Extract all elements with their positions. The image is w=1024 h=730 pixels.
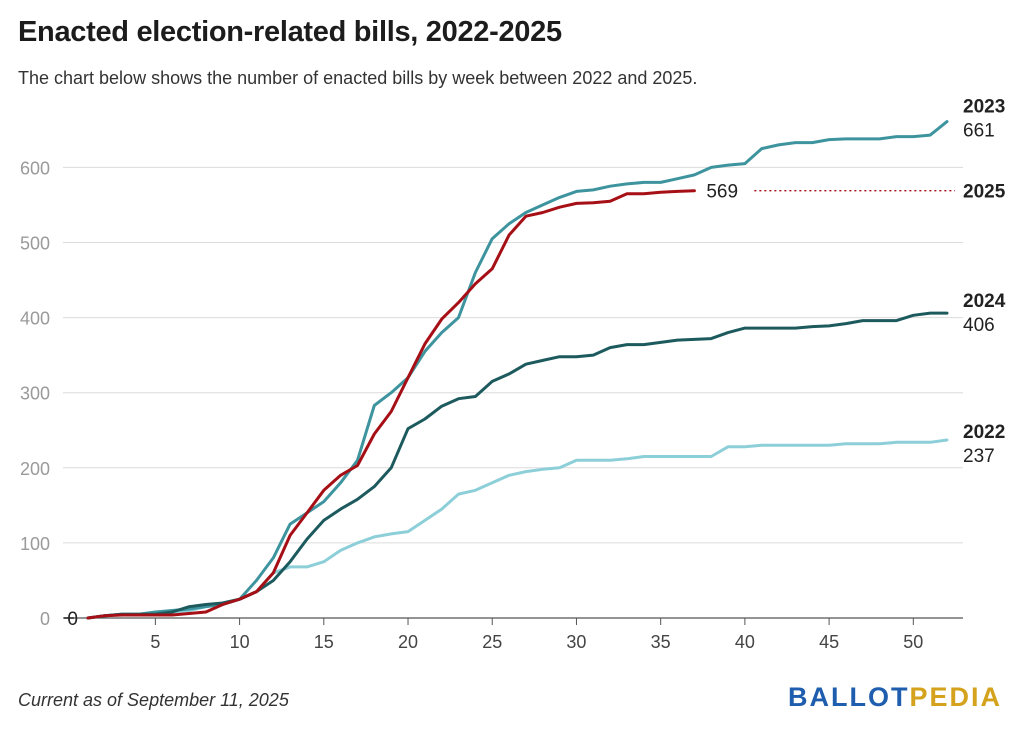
x-tick-label: 20 xyxy=(398,632,418,652)
footnote: Current as of September 11, 2025 xyxy=(18,690,289,710)
end-value-2025: 569 xyxy=(706,182,738,203)
chart-title: Enacted election-related bills, 2022-202… xyxy=(18,16,562,48)
y-tick-label: 200 xyxy=(20,459,50,479)
x-tick-label: 30 xyxy=(566,632,586,652)
x-tick-label: 10 xyxy=(230,632,250,652)
y-tick-label: 100 xyxy=(20,534,50,554)
y-axis-ticks: 0 100 200 300 400 500 600 xyxy=(20,158,50,629)
series-name-2022: 2022 xyxy=(963,422,1005,443)
y-tick-label: 600 xyxy=(20,158,50,178)
x-tick-label: 25 xyxy=(482,632,502,652)
x-tick-label: 45 xyxy=(819,632,839,652)
y-tick-label: 0 xyxy=(40,609,50,629)
x-tick-label: 50 xyxy=(903,632,923,652)
x-tick-label: 15 xyxy=(314,632,334,652)
y-tick-label: 300 xyxy=(20,384,50,404)
end-value-2024: 406 xyxy=(963,315,995,336)
x-axis-ticks: 5 10 15 20 25 30 35 40 45 50 xyxy=(150,618,923,652)
y-tick-label: 400 xyxy=(20,309,50,329)
series-name-2023: 2023 xyxy=(963,97,1005,118)
end-value-2022: 237 xyxy=(963,446,995,467)
x-tick-label: 5 xyxy=(150,632,160,652)
series-name-2024: 2024 xyxy=(963,291,1006,312)
x-tick-label: 40 xyxy=(735,632,755,652)
series-line-2022 xyxy=(86,438,949,620)
annotation-label: 0 xyxy=(67,609,78,630)
series-lines xyxy=(86,120,949,620)
series-line-2025 xyxy=(86,189,696,620)
ballotpedia-logo: BALLOTPEDIA xyxy=(787,682,1002,712)
series-labels: 2022 237 2023 661 2024 406 569 2025 0 xyxy=(64,97,1006,630)
x-tick-label: 35 xyxy=(651,632,671,652)
series-line-2024 xyxy=(86,311,949,620)
chart-subtitle: The chart below shows the number of enac… xyxy=(18,68,698,88)
series-name-2025: 2025 xyxy=(963,182,1006,203)
y-tick-label: 500 xyxy=(20,234,50,254)
grid-lines xyxy=(63,166,963,619)
end-value-2023: 661 xyxy=(963,121,995,142)
